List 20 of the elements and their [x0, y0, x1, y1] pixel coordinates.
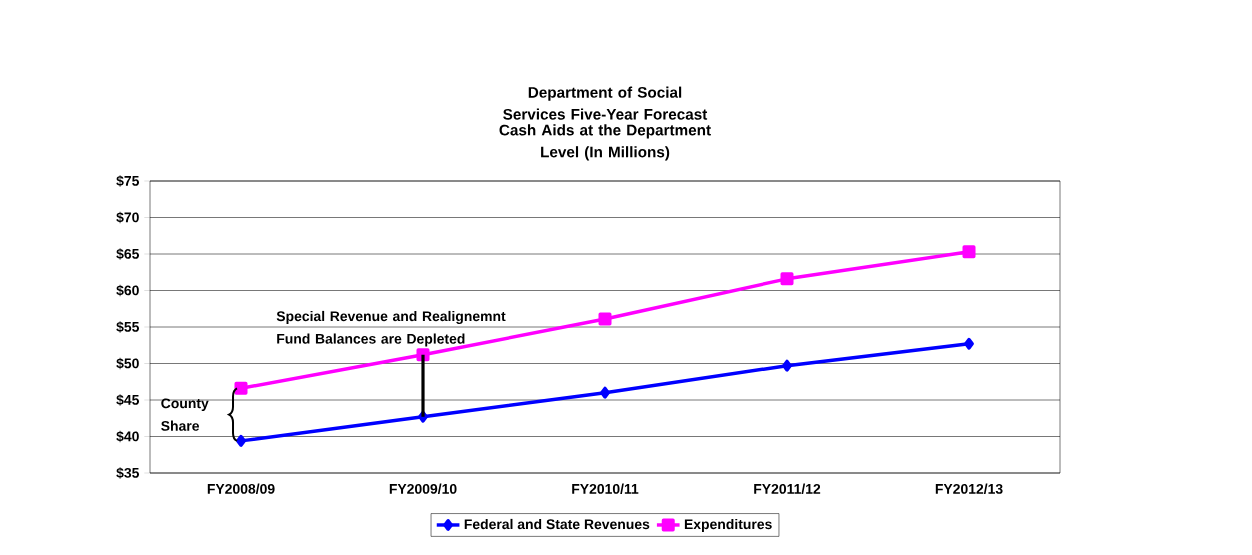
x-tick-label: FY2008/09 [207, 483, 275, 494]
y-tick-label: $55 [116, 321, 140, 333]
y-tick-label: $70 [116, 211, 139, 224]
y-tick-label: $40 [116, 430, 139, 443]
legend-label: Expenditures [684, 518, 772, 532]
x-tick-label: FY2012/13 [935, 483, 1003, 494]
x-tick-label: FY2009/10 [389, 483, 457, 494]
y-tick-label: $75 [116, 175, 140, 187]
chart-title: Department of Social Services Five-Year Forecast [503, 86, 708, 120]
y-tick-label: $45 [116, 394, 140, 406]
x-tick-label: FY2010/11 [572, 483, 639, 494]
x-tick-label: FY2011/12 [754, 483, 821, 494]
y-tick-label: $50 [116, 357, 139, 370]
y-tick-label: $35 [116, 467, 140, 479]
annotation: County Share [161, 398, 209, 431]
y-tick-label: $60 [116, 284, 139, 297]
y-tick-label: $65 [116, 248, 140, 260]
annotation: Special Revenue and Realignemnt Fund Balances are Depleted [276, 310, 506, 347]
chart-subtitle: Cash Aids at the Department Level (In Millions) [499, 124, 711, 161]
legend-label: Federal and State Revenues [464, 518, 650, 530]
